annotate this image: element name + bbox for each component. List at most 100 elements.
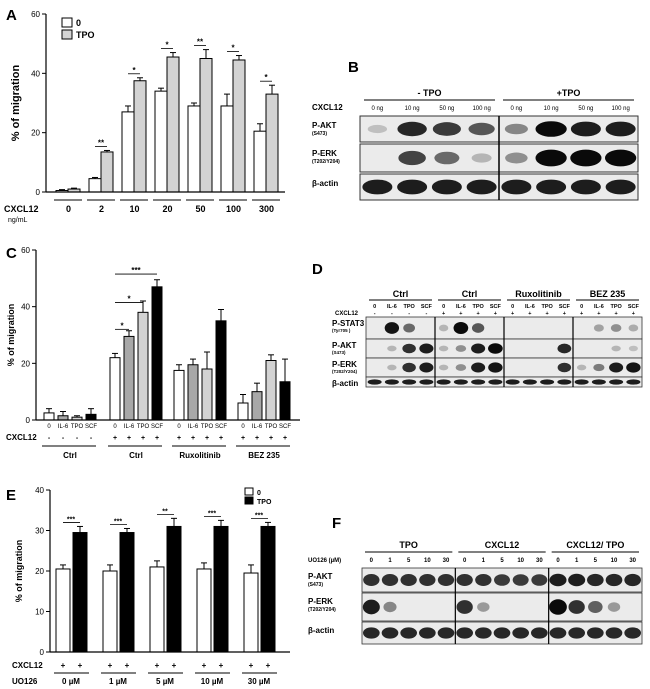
panel-d-lane-label: 0 [580, 304, 583, 310]
panel-f-lane-label: 5 [594, 558, 598, 564]
panel-d-band [628, 345, 638, 352]
panel-e-cxcl12-sign: + [172, 661, 177, 670]
panel-f-band [419, 574, 436, 586]
panel-d-cxcl12-sign: + [563, 311, 566, 317]
panel-d-band [609, 379, 624, 385]
panel-d-cxcl12-sign: + [477, 311, 480, 317]
panel-d-group-label: Ctrl [462, 289, 478, 299]
panel-b-band [505, 152, 528, 164]
panel-a-category-label: 300 [259, 204, 274, 214]
panel-d-band [438, 324, 449, 332]
panel-d-lane-label: IL-6 [594, 304, 604, 310]
panel-f-lane-label: 0 [556, 558, 560, 564]
panel-d-cxcl12-sign: - [374, 311, 376, 317]
panel-c-y-tick-label: 60 [21, 246, 30, 255]
panel-e-bar [102, 570, 118, 653]
panel-c-bar [137, 311, 149, 421]
panel-d-band [626, 379, 641, 385]
panel-e-bar [149, 566, 165, 653]
panel-e-cxcl12-sign: + [219, 661, 224, 670]
panel-e-y-tick-label: 30 [35, 527, 44, 536]
panel-f-band [494, 574, 510, 586]
panel-f-band [586, 573, 604, 587]
panel-e-y-tick-label: 20 [35, 567, 44, 576]
panel-d-band [505, 379, 520, 385]
panel-d-band [419, 343, 434, 354]
panel-e-bar [166, 525, 182, 653]
panel-d-lane-label: TPO [541, 304, 553, 310]
panel-f-label: F [332, 515, 341, 532]
panel-d-band [402, 343, 416, 354]
panel-f-band [607, 602, 621, 612]
panel-d-row-sublabel: (S473) [332, 350, 346, 355]
panel-c-bar-label: SCF [151, 424, 163, 430]
panel-f-band [624, 627, 642, 639]
panel-d-row-sublabel: (Tyr705 ) [332, 328, 351, 333]
panel-f-band [362, 599, 380, 615]
panel-d-group-label: Ruxolitinib [515, 289, 562, 299]
panel-e-significance-mark: *** [208, 510, 216, 517]
panel-a-x-label: CXCL12 [4, 204, 39, 214]
panel-e-bar [243, 572, 259, 653]
panel-d-group-label: BEZ 235 [590, 289, 626, 299]
panel-b-row-sublabel: (T202/Y204) [312, 159, 340, 165]
panel-c-y-axis-label: % of migration [6, 304, 16, 367]
panel-d-band [576, 364, 587, 371]
panel-a-significance-mark: * [231, 44, 235, 53]
panel-c-cxcl12-sign: + [127, 435, 131, 442]
panel-f-band [400, 627, 418, 639]
panel-f-band [381, 574, 399, 586]
panel-d-band [471, 379, 486, 385]
panel-d-label: D [312, 261, 323, 278]
panel-b-band [398, 150, 426, 166]
panel-e-category-label: 30 µM [248, 677, 271, 686]
panel-b-western-blot: B - TPO +TPO CXCL12 0 ng 10 ng 50 ng 100 ng 0 ng… [312, 59, 639, 201]
panel-c-cxcl12-sign: + [205, 435, 209, 442]
panel-f-band [437, 627, 455, 639]
panel-f-lane-label: 1 [388, 558, 392, 564]
panel-d-cxcl12-sign: - [408, 311, 410, 317]
panel-f-band [549, 573, 567, 587]
panel-e-y-axis-label: % of migration [14, 540, 24, 603]
panel-c-cxcl12-sign: - [90, 435, 93, 442]
panel-d-band [488, 379, 503, 385]
panel-d-band [557, 362, 572, 373]
panel-d-lane-label: SCF [628, 304, 640, 310]
panel-e-bar [213, 525, 229, 653]
panel-c-cxcl12-sign: - [48, 435, 51, 442]
panel-b-lane-label: 0 ng [511, 106, 523, 112]
panel-d-lane-label: SCF [559, 304, 571, 310]
panel-f-row-label: P-ERK [308, 597, 333, 606]
panel-c-bar [151, 286, 163, 421]
panel-d-band [591, 379, 606, 385]
panel-a-y-tick-label: 40 [31, 69, 40, 78]
panel-d-band [453, 379, 468, 385]
panel-c-group-label: BEZ 235 [248, 451, 280, 460]
panel-c-bar [279, 381, 291, 421]
panel-c-bar [123, 335, 135, 421]
panel-f-band [477, 602, 490, 612]
panel-f-band [381, 627, 399, 639]
panel-a-bar [121, 111, 135, 193]
panel-b-band [432, 122, 461, 136]
panel-d-band [387, 345, 397, 352]
panel-f-band [531, 574, 548, 586]
panel-f-group-label: CXCL12 [485, 540, 520, 550]
panel-d-band [574, 379, 589, 385]
panel-e-cxcl12-sign: + [78, 661, 83, 670]
panel-c-bar [173, 369, 185, 421]
panel-d-band [367, 379, 382, 385]
panel-c-significance-mark: * [120, 321, 124, 330]
panel-c-bar [85, 413, 97, 421]
panel-b-band [431, 179, 462, 195]
panel-c-bar-label: 0 [177, 424, 181, 430]
panel-f-band [586, 627, 604, 639]
panel-d-western-blot: DCtrl0-IL-6-TPO-SCF-Ctrl0+IL-6+TPO+SCF+R… [312, 261, 643, 388]
panel-d-band [593, 363, 605, 372]
panel-d-cxcl12-sign: - [425, 311, 427, 317]
panel-f-western-blot: F TPO 0 1 5 10 30 CXCL12 0 1 5 10 30 CXCL12/ TPO 0 1 5 10… [308, 515, 643, 645]
panel-d-lane-label: TPO [403, 304, 415, 310]
panel-e-cxcl12-sign: + [61, 661, 66, 670]
panel-f-row-sublabel: (S473) [308, 582, 323, 588]
panel-c-bar-label: IL-6 [252, 424, 263, 430]
